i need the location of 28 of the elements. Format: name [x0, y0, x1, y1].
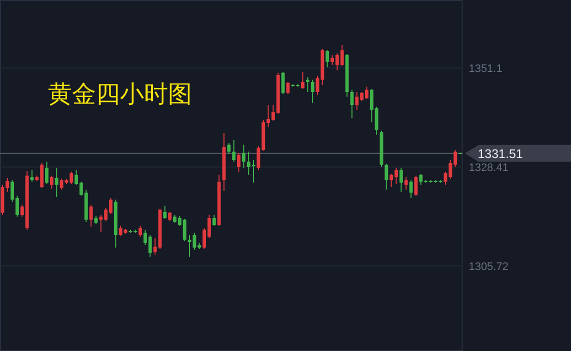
candlestick	[286, 81, 290, 95]
y-tick-label: 1305.72	[468, 260, 508, 273]
candlestick	[163, 205, 167, 220]
candlestick	[50, 175, 54, 190]
y-tick-label: 1328.41	[468, 162, 508, 174]
ref-line-label: 1331.51	[478, 146, 523, 161]
candlestick	[237, 152, 240, 172]
candlestick	[306, 76, 310, 92]
candlestick	[326, 50, 330, 68]
candlestick	[414, 175, 418, 196]
candlestick	[384, 163, 388, 190]
y-tick-label: 1351.1	[468, 63, 502, 76]
candlestick	[54, 167, 58, 198]
candlestick	[301, 71, 304, 90]
candlestick	[281, 71, 285, 95]
text: 黄金四小时图	[48, 80, 192, 108]
candlestick	[168, 211, 172, 222]
candlestick	[310, 79, 314, 104]
candlestick	[350, 89, 354, 119]
candlestick	[212, 214, 216, 226]
candlestick	[399, 167, 403, 192]
candlestick	[242, 144, 246, 168]
candlestick	[89, 204, 93, 228]
candlestick	[227, 142, 231, 154]
candlestick	[404, 176, 408, 190]
candlestick	[138, 225, 142, 238]
candlestick	[45, 161, 48, 184]
candlestick	[232, 139, 236, 162]
